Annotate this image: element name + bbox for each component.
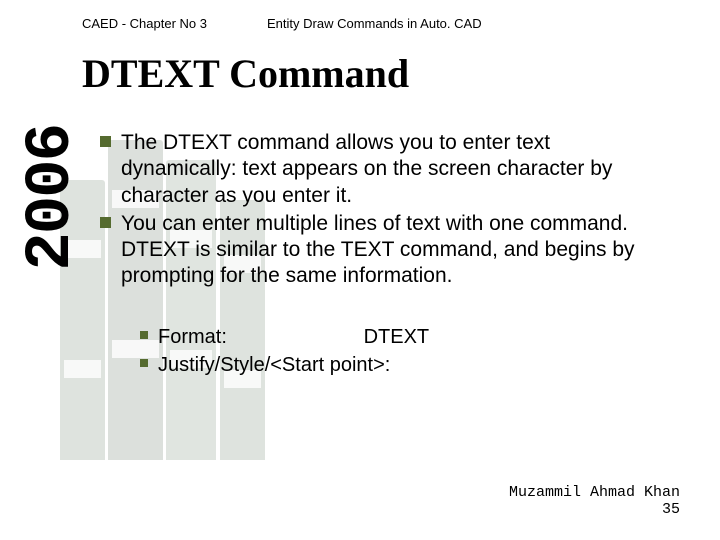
bullet-text: The DTEXT command allows you to enter te… (121, 130, 670, 209)
list-item: Justify/Style/<Start point>: (140, 352, 670, 378)
list-item: The DTEXT command allows you to enter te… (100, 130, 670, 209)
slide-title: DTEXT Command (82, 50, 409, 97)
bullet-text: You can enter multiple lines of text wit… (121, 211, 670, 290)
list-item: You can enter multiple lines of text wit… (100, 211, 670, 290)
sub-bullet-list: Format: DTEXT Justify/Style/<Start point… (140, 324, 670, 378)
square-bullet-icon (140, 359, 148, 367)
header-chapter: CAED - Chapter No 3 (82, 16, 207, 31)
format-value: DTEXT (364, 324, 430, 350)
header-topic: Entity Draw Commands in Auto. CAD (267, 16, 482, 31)
sub-bullet-text: Format: DTEXT (158, 324, 670, 350)
slide-header: CAED - Chapter No 3 Entity Draw Commands… (82, 16, 680, 31)
year-sideways: 2006 (16, 125, 88, 271)
bullet-list: The DTEXT command allows you to enter te… (100, 130, 670, 290)
slide-footer: Muzammil Ahmad Khan 35 (509, 484, 680, 519)
format-label: Format: (158, 324, 358, 350)
footer-author: Muzammil Ahmad Khan (509, 484, 680, 501)
list-item: Format: DTEXT (140, 324, 670, 350)
footer-page-number: 35 (509, 501, 680, 518)
square-bullet-icon (100, 217, 111, 228)
sub-bullet-text: Justify/Style/<Start point>: (158, 352, 670, 378)
slide-content: The DTEXT command allows you to enter te… (100, 130, 670, 380)
square-bullet-icon (140, 331, 148, 339)
square-bullet-icon (100, 136, 111, 147)
